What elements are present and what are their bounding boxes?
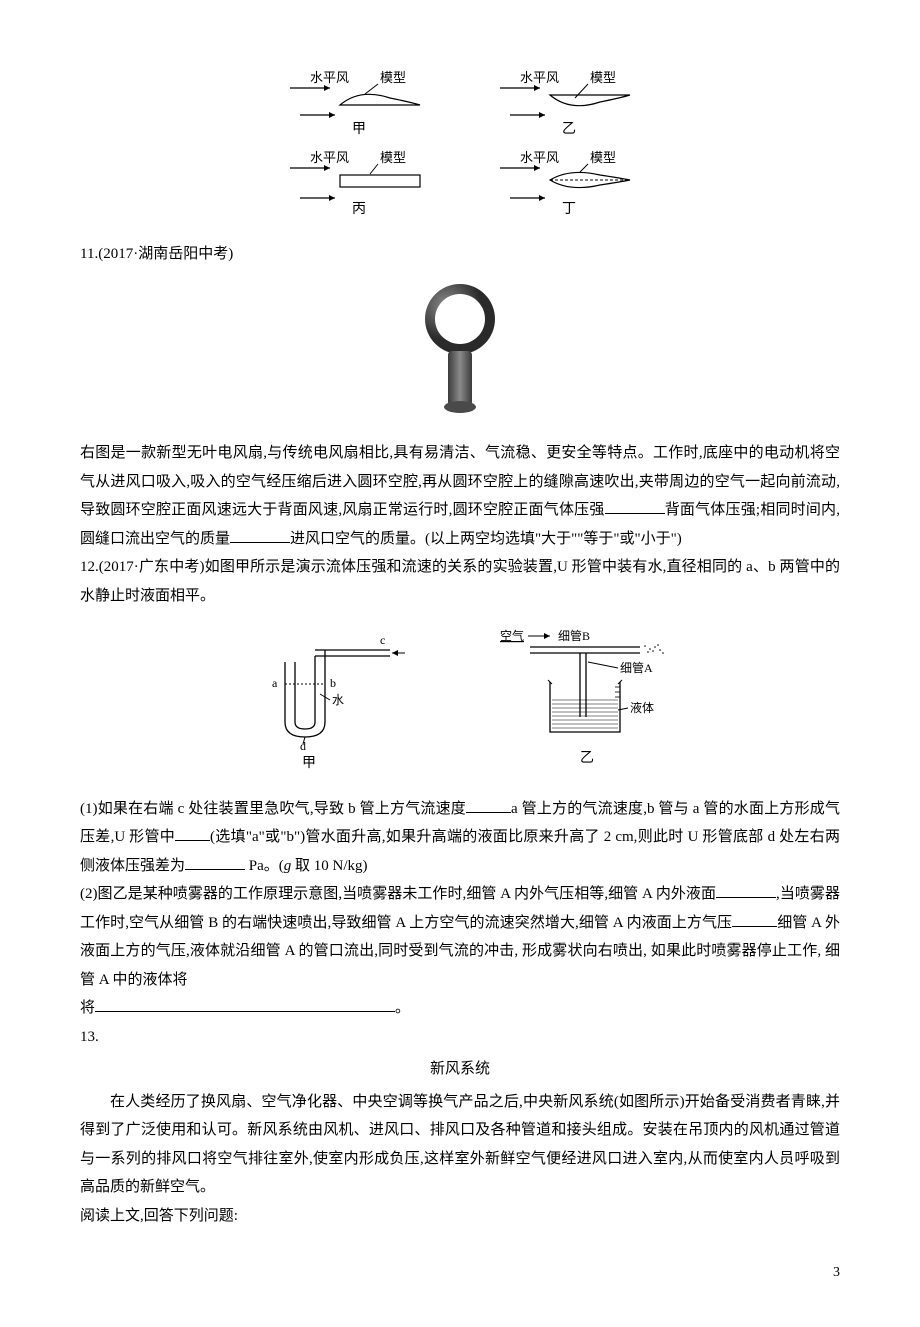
svg-text:a: a bbox=[272, 676, 278, 690]
svg-text:模型: 模型 bbox=[590, 150, 616, 165]
q10-figure: 水平风 模型 甲 水平风 模型 乙 bbox=[80, 70, 840, 220]
blank-q12-1 bbox=[466, 797, 511, 813]
svg-text:模型: 模型 bbox=[590, 70, 616, 85]
svg-text:水平风: 水平风 bbox=[310, 150, 349, 165]
svg-text:乙: 乙 bbox=[580, 750, 594, 766]
caption-bing-text: 丙 bbox=[352, 202, 366, 217]
airfoil-bing: 水平风 模型 丙 bbox=[280, 150, 430, 220]
blank-q12-4 bbox=[716, 882, 776, 898]
blank-q11-1 bbox=[605, 498, 665, 514]
blank-q12-3 bbox=[185, 854, 245, 870]
model-label: 模型 bbox=[380, 70, 406, 85]
svg-text:水: 水 bbox=[332, 693, 344, 707]
page-number: 3 bbox=[80, 1260, 840, 1287]
svg-text:空气: 空气 bbox=[500, 628, 524, 643]
svg-text:d: d bbox=[300, 739, 306, 753]
caption-ding-text: 丁 bbox=[562, 202, 576, 217]
svg-text:模型: 模型 bbox=[380, 150, 406, 165]
q12-figures: c a b d 水 甲 空气 bbox=[80, 622, 840, 783]
airfoil-row-1: 水平风 模型 甲 水平风 模型 乙 bbox=[80, 70, 840, 140]
q12-p2-last: 将。 bbox=[80, 994, 840, 1023]
q13-p2: 阅读上文,回答下列问题: bbox=[80, 1202, 840, 1231]
g-symbol: g bbox=[284, 858, 292, 874]
svg-text:水平风: 水平风 bbox=[520, 150, 559, 165]
q11-header: 11.(2017·湖南岳阳中考) bbox=[80, 240, 840, 269]
q13-num-line: 13. bbox=[80, 1023, 840, 1052]
q13-num: 13. bbox=[80, 1029, 99, 1045]
q12-p1: (1)如果在右端 c 处往装置里急吹气,导致 b 管上方气流速度a 管上方的气流… bbox=[80, 795, 840, 881]
q12-fig-yi: 空气 细管B 细管A bbox=[480, 622, 680, 783]
q13-p1: 在人类经历了换风扇、空气净化器、中央空调等换气产品之后,中央新风系统(如图所示)… bbox=[80, 1088, 840, 1202]
svg-text:c: c bbox=[380, 633, 385, 647]
airfoil-ding: 水平风 模型 丁 bbox=[490, 150, 640, 220]
q12-p2: (2)图乙是某种喷雾器的工作原理示意图,当喷雾器未工作时,细管 A 内外气压相等… bbox=[80, 880, 840, 994]
airfoil-row-2: 水平风 模型 丙 水平风 模型 bbox=[80, 150, 840, 220]
airfoil-jia: 水平风 模型 甲 bbox=[280, 70, 430, 140]
airfoil-yi: 水平风 模型 乙 bbox=[490, 70, 640, 140]
blank-q12-5 bbox=[732, 911, 777, 927]
svg-text:细管B: 细管B bbox=[558, 628, 590, 643]
svg-text:细管A: 细管A bbox=[620, 660, 653, 675]
q11-body: 右图是一款新型无叶电风扇,与传统电风扇相比,具有易清洁、气流稳、更安全等特点。工… bbox=[80, 439, 840, 553]
q11-num: 11. bbox=[80, 246, 98, 262]
svg-text:甲: 甲 bbox=[302, 756, 316, 771]
caption-yi-text: 乙 bbox=[562, 121, 576, 137]
svg-text:液体: 液体 bbox=[630, 700, 654, 715]
q12-fig-jia: c a b d 水 甲 bbox=[240, 622, 410, 783]
wind-label: 水平风 bbox=[310, 70, 349, 85]
q12-source: (2017·广东中考) bbox=[99, 559, 205, 575]
blank-q12-2 bbox=[175, 825, 210, 841]
q12-num: 12. bbox=[80, 559, 99, 575]
svg-text:水平风: 水平风 bbox=[520, 70, 559, 85]
blank-q11-2 bbox=[230, 527, 290, 543]
blank-q12-6 bbox=[95, 996, 395, 1012]
q11-fan-figure bbox=[80, 279, 840, 430]
caption-jia-text: 甲 bbox=[352, 122, 366, 137]
q12-header: 12.(2017·广东中考)如图甲所示是演示流体压强和流速的关系的实验装置,U … bbox=[80, 553, 840, 610]
q11-source: (2017·湖南岳阳中考) bbox=[98, 246, 233, 262]
q13-title: 新风系统 bbox=[80, 1055, 840, 1084]
svg-text:b: b bbox=[330, 676, 336, 690]
